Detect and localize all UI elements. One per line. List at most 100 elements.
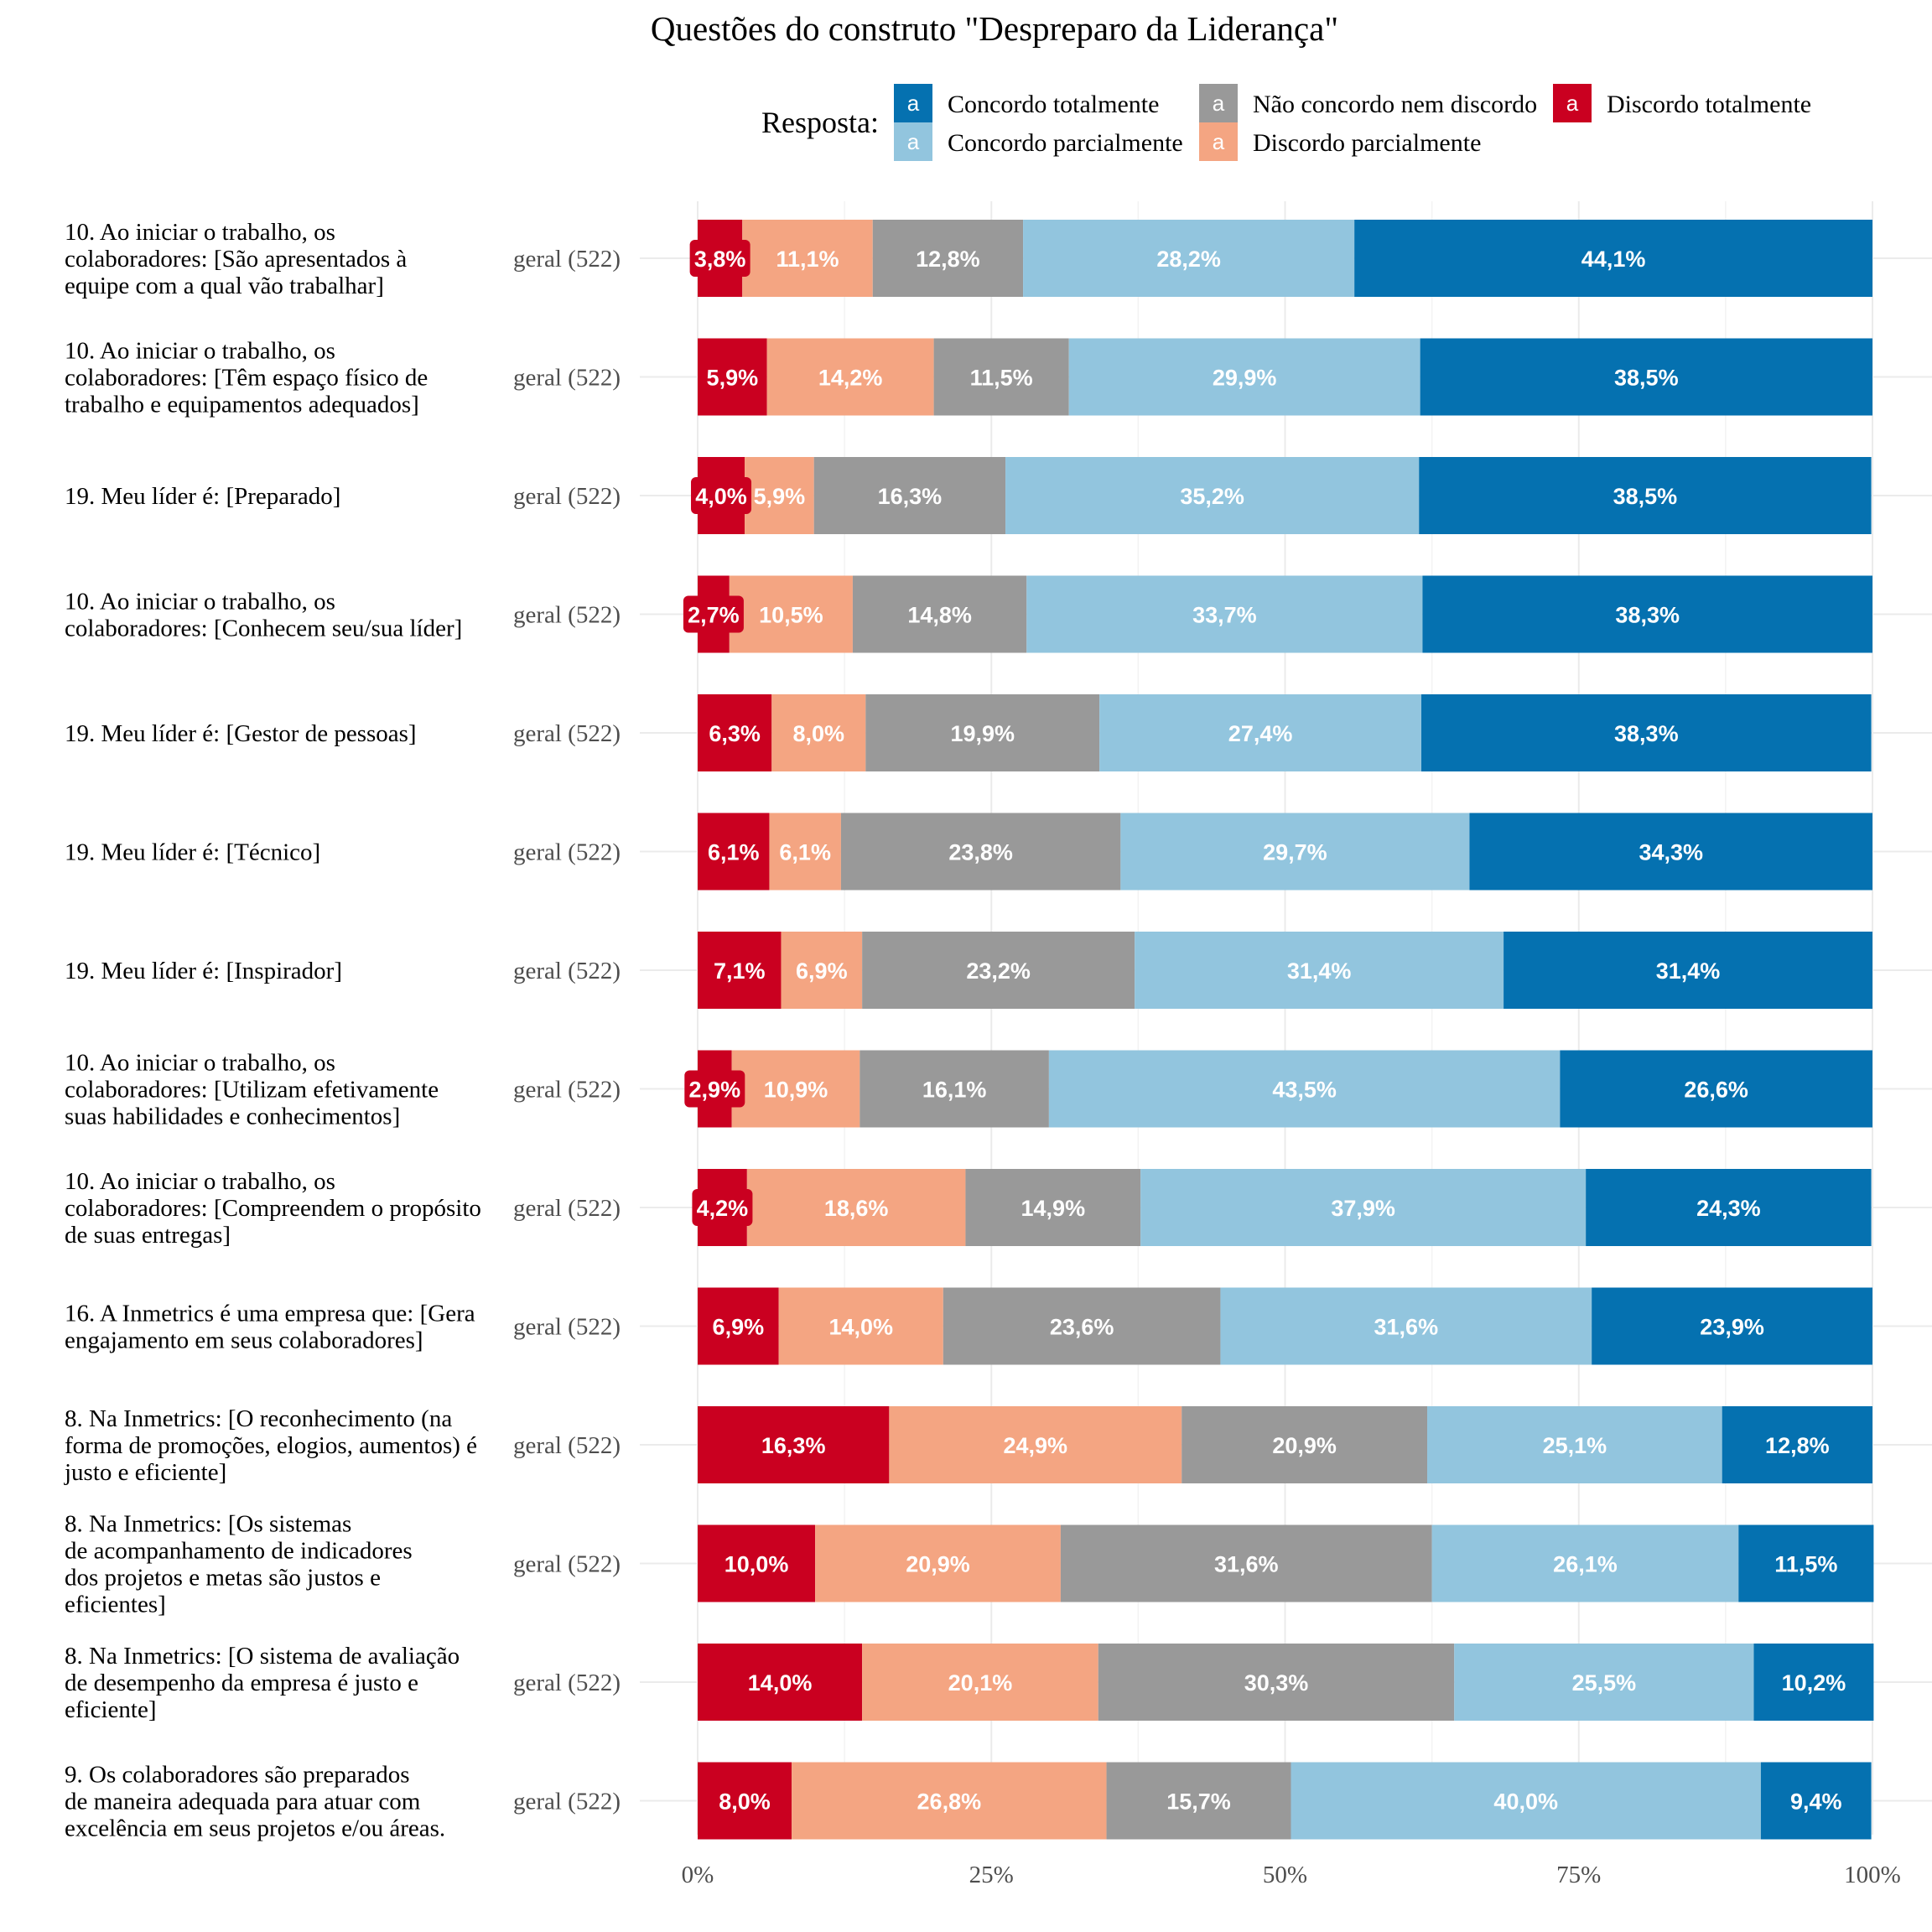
chart-title: Questões do construto "Despreparo da Lid…: [651, 9, 1338, 48]
data-label: 9,4%: [1790, 1789, 1842, 1815]
bar-segment-concordo-totalmente: [1760, 1762, 1872, 1840]
bar-segment-concordo-parcialmente: [1454, 1644, 1754, 1721]
question-label: 10. Ao iniciar o trabalho, os colaborador…: [65, 1050, 439, 1130]
legend-item-concordo-parcialmente: a Concordo parcialmente: [894, 122, 1183, 161]
legend-key-concordo-totalmente: [894, 84, 932, 122]
data-label: 7,1%: [714, 958, 766, 984]
data-label: 2,9%: [689, 1078, 741, 1103]
group-label: geral (522): [513, 1314, 621, 1341]
data-label: 38,3%: [1615, 603, 1680, 628]
data-label: 29,7%: [1263, 840, 1327, 865]
data-label: 20,1%: [948, 1670, 1013, 1696]
legend-label: Não concordo nem discordo: [1253, 91, 1537, 118]
bar-segment-concordo-parcialmente: [1135, 932, 1504, 1009]
data-label: 5,9%: [754, 484, 806, 509]
x-tick-label: 25%: [969, 1862, 1014, 1888]
bar-rows: 10. Ao iniciar o trabalho, os colaborador…: [64, 219, 1874, 1842]
legend-key-glyph: a: [1213, 91, 1225, 116]
group-label: geral (522): [513, 365, 621, 392]
data-label: 6,9%: [796, 958, 848, 984]
group-label: geral (522): [513, 1551, 621, 1578]
bar-segment-concordo-parcialmente: [1140, 1169, 1587, 1246]
legend: Resposta: a Concordo totalmente a Não concor…: [761, 84, 1811, 161]
bar-segment-nao-concordo-nem-discordo: [1182, 1406, 1428, 1483]
data-label-box: [692, 1189, 753, 1226]
bar-segment-discordo-parcialmente: [769, 813, 841, 891]
group-label: geral (522): [513, 246, 621, 273]
data-label: 25,1%: [1543, 1433, 1607, 1458]
question-label: 10. Ao iniciar o trabalho, os colaborador…: [65, 338, 428, 418]
data-label: 5,9%: [707, 366, 759, 391]
data-label: 14,2%: [818, 366, 883, 391]
x-tick-label: 100%: [1844, 1862, 1901, 1888]
data-label-box: [683, 595, 744, 633]
bar-row: 19. Meu líder é: [Gestor de pessoas] gera…: [65, 694, 1872, 771]
data-label: 44,1%: [1581, 247, 1646, 272]
data-label: 20,9%: [906, 1552, 970, 1577]
data-label-box: [684, 1070, 745, 1108]
data-label: 27,4%: [1228, 721, 1293, 746]
bar-row: 9. Os colaboradores são preparados de man…: [65, 1762, 1872, 1842]
bar-row: 16. A Inmetrics é uma empresa que: [Gera…: [65, 1287, 1872, 1365]
x-tick-label: 75%: [1556, 1862, 1601, 1888]
bar-segment-discordo-parcialmente: [729, 575, 853, 653]
bar-segment-nao-concordo-nem-discordo: [933, 338, 1069, 416]
data-label: 6,9%: [713, 1315, 765, 1340]
data-label: 8,0%: [793, 721, 845, 746]
question-label: 8. Na Inmetrics: [O reconhecimento (na fo…: [64, 1405, 477, 1486]
bar-segment-discordo-parcialmente: [746, 1169, 966, 1246]
data-label: 29,9%: [1213, 366, 1277, 391]
x-axis: 0% 25% 50% 75% 100%: [682, 1862, 1901, 1888]
data-label: 6,1%: [708, 840, 760, 865]
bar-segment-concordo-totalmente: [1560, 1050, 1872, 1128]
x-tick-label: 0%: [682, 1862, 714, 1888]
data-label: 16,3%: [878, 484, 943, 509]
bar-row: 8. Na Inmetrics: [Os sistemas de acompanh…: [65, 1511, 1874, 1618]
bar-segment-nao-concordo-nem-discordo: [1060, 1524, 1432, 1602]
legend-key-glyph: a: [1213, 129, 1225, 154]
bar-segment-concordo-parcialmente: [1048, 1050, 1561, 1128]
bar-segment-concordo-parcialmente: [1291, 1762, 1761, 1840]
bar-segment-nao-concordo-nem-discordo: [943, 1287, 1221, 1365]
bar-segment-concordo-totalmente: [1419, 457, 1872, 534]
bar-segment-concordo-totalmente: [1592, 1287, 1872, 1365]
data-label: 10,9%: [764, 1078, 828, 1103]
bar-segment-discordo-parcialmente: [792, 1762, 1107, 1840]
question-label: 19. Meu líder é: [Gestor de pessoas]: [65, 720, 417, 747]
legend-title: Resposta:: [761, 106, 879, 139]
group-label: geral (522): [513, 1670, 621, 1696]
data-label: 23,2%: [966, 958, 1031, 984]
data-label: 23,9%: [1700, 1315, 1764, 1340]
legend-item-concordo-totalmente: a Concordo totalmente: [894, 84, 1159, 122]
group-label: geral (522): [513, 1432, 621, 1459]
data-label: 38,5%: [1613, 484, 1678, 509]
question-label: 16. A Inmetrics é uma empresa que: [Gera…: [65, 1301, 475, 1354]
bar-segment-concordo-totalmente: [1504, 932, 1872, 1009]
bar-segment-discordo-totalmente: [698, 932, 782, 1009]
bar-row: 10. Ao iniciar o trabalho, os colaborador…: [65, 219, 1872, 299]
bar-segment-discordo-parcialmente: [742, 220, 873, 297]
bar-segment-discordo-totalmente: [698, 813, 770, 891]
question-label: 19. Meu líder é: [Inspirador]: [65, 958, 342, 984]
data-label: 30,3%: [1244, 1670, 1309, 1696]
bar-segment-discordo-totalmente: [698, 1762, 792, 1840]
data-label: 11,1%: [776, 247, 839, 272]
bar-segment-nao-concordo-nem-discordo: [1106, 1762, 1291, 1840]
question-label: 8. Na Inmetrics: [Os sistemas de acompanh…: [65, 1511, 413, 1618]
bar-segment-concordo-totalmente: [1753, 1644, 1874, 1721]
bar-segment-discordo-parcialmente: [815, 1524, 1061, 1602]
data-label: 23,6%: [1050, 1315, 1114, 1340]
bar-row: 10. Ao iniciar o trabalho, os colaborador…: [65, 338, 1872, 418]
bar-segment-discordo-totalmente: [698, 1524, 816, 1602]
question-label: 8. Na Inmetrics: [O sistema de avaliação…: [65, 1643, 460, 1723]
data-label: 8,0%: [719, 1789, 771, 1815]
bar-segment-discordo-parcialmente: [781, 932, 863, 1009]
bar-segment-discordo-totalmente: [698, 1406, 890, 1483]
question-label: 10. Ao iniciar o trabalho, os colaborador…: [65, 1168, 481, 1249]
bar-segment-concordo-parcialmente: [1220, 1287, 1592, 1365]
data-label: 16,1%: [922, 1078, 987, 1103]
data-label: 3,8%: [694, 247, 746, 272]
question-label: 10. Ao iniciar o trabalho, os colaborador…: [65, 589, 462, 642]
bar-segment-nao-concordo-nem-discordo: [852, 575, 1027, 653]
